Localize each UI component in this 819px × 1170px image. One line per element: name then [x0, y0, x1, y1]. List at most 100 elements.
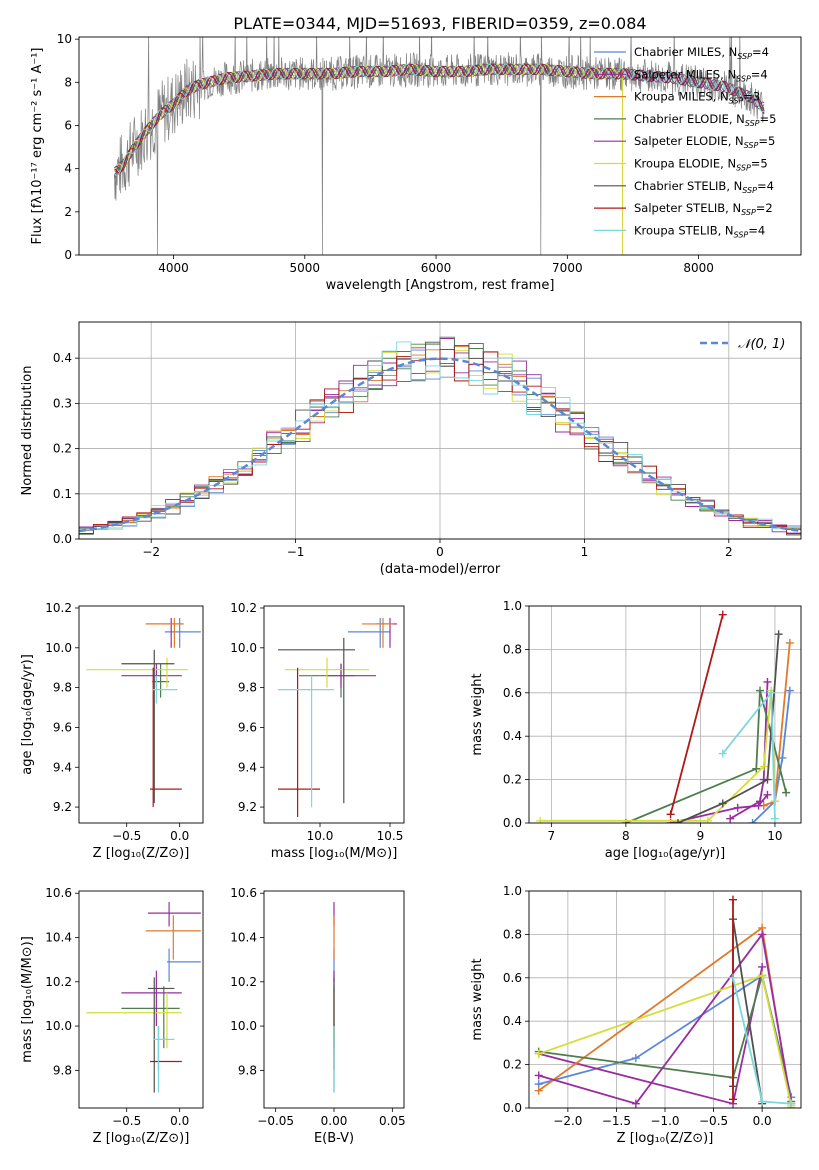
weight-marker: [758, 930, 767, 939]
y-tick-label: 0.0: [503, 1101, 522, 1115]
weight-marker: [729, 973, 737, 982]
x-tick-label: −0.05: [257, 1114, 294, 1128]
x-tick-label: 7: [548, 829, 556, 843]
x-tick-label: 0: [436, 545, 444, 559]
plot-area: [86, 617, 201, 808]
weight-marker: [758, 962, 767, 971]
y-tick-label: 1.0: [503, 884, 522, 898]
y-tick-label: 0.4: [503, 1014, 522, 1028]
weight-marker: [703, 816, 712, 823]
weight-line-4: [538, 932, 793, 1105]
weight-marker: [718, 610, 727, 619]
axes-frame: [263, 890, 405, 1109]
y-tick-label: 10.2: [45, 601, 72, 615]
y-tick-label: 9.2: [238, 800, 257, 814]
weight-marker: [534, 1086, 543, 1095]
weight-marker: [733, 803, 742, 812]
x-tick-label: 5000: [290, 261, 321, 275]
legend-label: 𝒩(0, 1): [738, 337, 785, 352]
x-tick-label: −0.5: [699, 1114, 728, 1128]
gaussian-curve: [79, 357, 801, 533]
y-tick-label: 0.0: [503, 816, 522, 830]
plot-area: [113, 37, 765, 255]
weight-marker: [787, 1099, 796, 1108]
y-tick-label: 6: [64, 118, 72, 132]
axes-frame: [78, 36, 802, 256]
weight-marker: [763, 790, 772, 799]
x-axis-label: Z [log₁₀(Z/Z⊙)]: [617, 1131, 714, 1146]
axes-frame: [78, 321, 802, 540]
y-tick-label: 10.0: [230, 641, 257, 655]
x-axis-label: Z [log₁₀(Z/Z⊙)]: [93, 1131, 190, 1146]
y-tick-label: 0.0: [53, 532, 72, 546]
weight-marker: [726, 814, 735, 823]
histogram-6: [79, 341, 801, 536]
y-tick-label: 0: [64, 248, 72, 262]
y-tick-label: 10.6: [45, 886, 72, 900]
y-axis-label: Flux [fλ10⁻¹⁷ erg cm⁻² s⁻¹ A⁻¹]: [30, 48, 45, 245]
x-tick-label: 10.0: [307, 829, 334, 843]
weight-marker: [666, 810, 675, 819]
x-tick-label: 10: [767, 829, 782, 843]
y-tick-label: 10.0: [45, 1019, 72, 1033]
x-axis-label: wavelength [Angstrom, rest frame]: [326, 278, 555, 293]
y-tick-label: 10.4: [230, 931, 257, 945]
x-tick-label: −1.0: [650, 1114, 679, 1128]
chart-residuals: −2 −1 0 1 2 0.0 0.1 0.2 0.3 0.4 (data-model)/error…: [20, 321, 802, 577]
plot-area: [86, 902, 201, 1093]
y-tick-label: 0.4: [53, 351, 72, 365]
legend-label: Kroupa STELIB, NSSP=4: [634, 223, 765, 239]
legend-label: Chabrier STELIB, NSSP=4: [634, 179, 774, 195]
legend-label: Chabrier MILES, NSSP=4: [634, 45, 769, 61]
chart-spectrum: 4000 5000 6000 7000 8000 0 2 4 6 8 10 wavelength [A…: [30, 32, 802, 293]
figure-title: PLATE=0344, MJD=51693, FIBERID=0359, z=0…: [233, 14, 646, 33]
weight-marker: [785, 638, 794, 647]
y-axis-label: mass weight: [470, 673, 485, 755]
axes-frame: [78, 890, 204, 1109]
legend-label: Salpeter STELIB, NSSP=2: [634, 201, 773, 217]
legend-label: Kroupa MILES, NSSP=3: [634, 90, 760, 106]
y-tick-label: 9.8: [53, 1063, 72, 1077]
x-tick-label: 0.05: [379, 1114, 406, 1128]
x-axis-label: E(B-V): [314, 1131, 354, 1146]
y-tick-label: 0.8: [503, 927, 522, 941]
y-tick-label: 10.6: [230, 886, 257, 900]
x-tick-label: −1.5: [602, 1114, 631, 1128]
weight-marker: [729, 1095, 737, 1104]
y-tick-label: 0.2: [503, 773, 522, 787]
weight-marker: [759, 762, 768, 771]
weight-marker: [758, 1097, 767, 1106]
x-tick-label: −0.5: [112, 1114, 141, 1128]
plot-area: [278, 617, 397, 818]
x-tick-label: 0.0: [170, 829, 189, 843]
weight-marker: [767, 688, 776, 697]
x-tick-label: 1: [581, 545, 589, 559]
y-tick-label: 9.2: [53, 800, 72, 814]
y-tick-label: 4: [64, 162, 72, 176]
weight-line-6: [732, 919, 763, 1104]
x-tick-label: 7000: [552, 261, 583, 275]
y-tick-label: 8: [64, 75, 72, 89]
x-tick-label: 8000: [683, 261, 714, 275]
chart-age_vs_mass: 10.0 10.5 9.2 9.4 9.6 9.8 10.0 10.2 mass [log₁₀(…: [230, 601, 405, 861]
weight-line-1: [729, 681, 769, 820]
weight-marker: [754, 801, 763, 810]
weight-marker: [782, 788, 791, 797]
y-axis-label: mass [log₁₀(M/M⊙)]: [20, 936, 35, 1063]
y-tick-label: 10: [57, 32, 72, 46]
y-tick-label: 9.8: [53, 681, 72, 695]
histogram-3: [79, 336, 801, 535]
weight-marker: [536, 816, 545, 823]
weight-marker: [748, 819, 757, 823]
weight-marker: [631, 1099, 640, 1108]
weight-line-0: [751, 690, 791, 823]
histogram-7: [79, 349, 801, 535]
weight-marker: [770, 814, 779, 823]
chart-mass_vs_z: −0.5 0.0 9.8 10.0 10.2 10.4 10.6 Z [log₁₀(Z/Z⊙)…: [20, 886, 204, 1146]
x-axis-label: Z [log₁₀(Z/Z⊙)]: [93, 846, 190, 861]
x-tick-label: −2: [142, 545, 160, 559]
y-tick-label: 10.2: [45, 975, 72, 989]
weight-marker: [729, 895, 737, 904]
x-tick-label: 4000: [158, 261, 189, 275]
